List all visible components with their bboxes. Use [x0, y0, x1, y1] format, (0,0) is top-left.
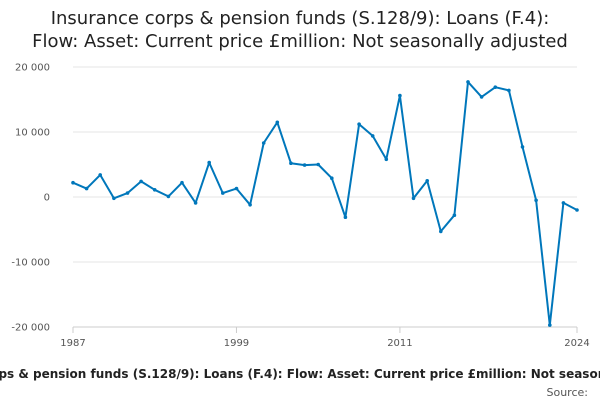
data-point-1992: [139, 179, 143, 184]
data-point-2016: [466, 80, 470, 84]
data-point-2005: [316, 162, 321, 167]
series-line: [72, 80, 578, 327]
x-tick-label-2024: 2024: [564, 338, 589, 349]
chart-title-line-1: Insurance corps & pension funds (S.128/9…: [51, 8, 550, 29]
data-point-1995: [180, 180, 184, 185]
data-point-1991: [125, 191, 130, 195]
data-point-2018: [493, 85, 498, 89]
data-point-2000: [248, 203, 252, 207]
data-point-2003: [289, 161, 293, 165]
data-point-2019: [507, 88, 511, 93]
data-point-2020: [520, 145, 525, 149]
data-point-2002: [275, 120, 280, 125]
data-point-2012: [411, 196, 416, 201]
data-point-1993: [152, 188, 157, 192]
chart-title-line-2: Flow: Asset: Current price £million: Not…: [32, 31, 568, 52]
data-point-1997: [207, 160, 211, 165]
gridlines: [73, 66, 577, 328]
data-point-2015: [452, 213, 457, 217]
data-point-2006: [330, 176, 334, 180]
x-axis: 1987 1999 2011 2024: [60, 326, 590, 349]
data-point-1989: [98, 173, 102, 177]
data-point-1987: [71, 180, 75, 185]
y-tick-label-20000: 20 000: [15, 63, 50, 74]
y-axis-tick-labels: -20 000 -10 000 0 10 000 20 000: [11, 63, 50, 334]
y-tick-label--20000: -20 000: [11, 323, 50, 334]
data-point-1998: [221, 191, 225, 195]
y-tick-label-10000: 10 000: [15, 128, 50, 139]
data-point-2011: [398, 93, 402, 98]
data-point-2009: [370, 134, 375, 138]
data-point-1988: [84, 186, 89, 191]
chart-caption: Insurance corps & pension funds (S.128/9…: [0, 367, 600, 381]
x-tick-label-2011: 2011: [387, 338, 412, 349]
data-point-2013: [425, 179, 430, 183]
data-point-1990: [112, 196, 116, 201]
data-point-1999: [234, 186, 239, 191]
y-tick-label--10000: -10 000: [11, 258, 50, 269]
source-label: Source:: [547, 386, 589, 399]
data-point-2001: [261, 141, 266, 145]
data-point-2008: [357, 122, 361, 126]
data-point-2007: [343, 215, 348, 219]
x-tick-label-1999: 1999: [224, 338, 249, 349]
data-point-2014: [439, 229, 443, 234]
data-point-1996: [193, 201, 198, 205]
data-point-2017: [479, 95, 484, 99]
y-tick-label-0: 0: [44, 193, 50, 204]
data-point-2004: [302, 163, 307, 167]
data-point-2024: [575, 208, 579, 212]
data-point-2022: [548, 323, 552, 327]
data-point-2021: [534, 198, 538, 203]
data-point-2010: [384, 157, 389, 162]
data-point-1994: [166, 194, 171, 199]
series-line-group: [71, 80, 579, 327]
x-tick-label-1987: 1987: [60, 338, 85, 349]
data-point-2023: [561, 201, 566, 205]
